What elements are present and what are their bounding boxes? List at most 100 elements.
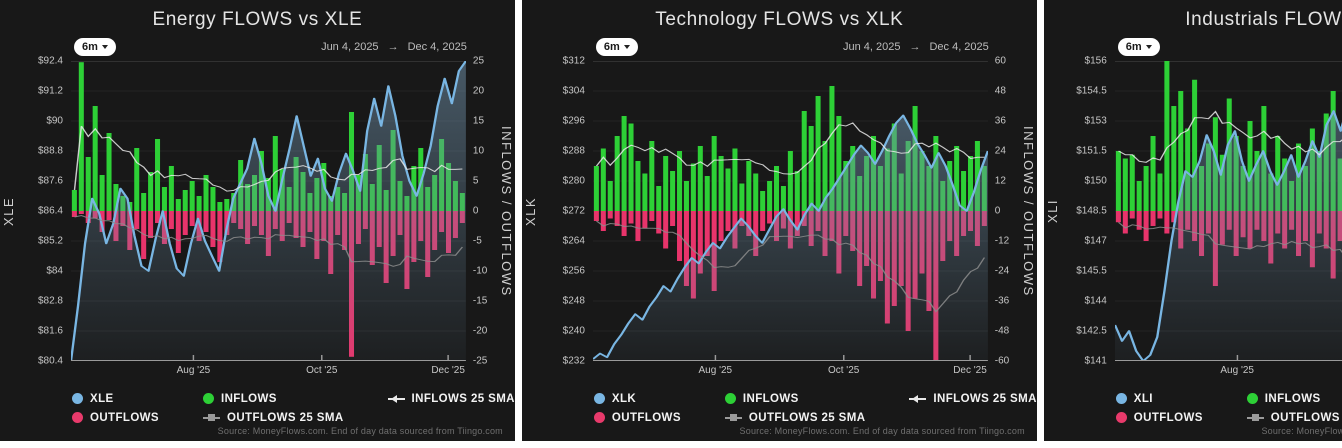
right-axis-tick-label: -10 [472, 265, 488, 277]
plot-area[interactable] [1114, 60, 1342, 361]
plot-area[interactable] [71, 60, 466, 361]
right-axis-tick-label: 12 [994, 175, 1006, 187]
x-axis-tick-label: Dec '25 [431, 364, 465, 376]
right-axis-tick-label: 60 [994, 55, 1006, 67]
range-selector-button[interactable]: 6m [74, 38, 116, 57]
left-axis-tick-label: $153 [1084, 115, 1107, 127]
right-axis-tick-label: -15 [472, 295, 488, 307]
legend-dot-icon [1115, 393, 1127, 404]
plot-area[interactable] [592, 60, 988, 361]
x-axis-tick-label: Oct '25 [306, 364, 338, 376]
right-axis-tick-label: 25 [472, 55, 485, 67]
left-axis-tick-label: $82.8 [37, 295, 63, 307]
arrow-right-icon: → [909, 41, 921, 54]
chart-panel-technology-xlk: Technology FLOWS vs XLK 6m Jun 4, 2025 →… [521, 0, 1037, 441]
legend-dot-icon [593, 412, 605, 423]
legend-label: OUTFLOWS 25 SMA [748, 411, 866, 424]
legend-item-inflows[interactable]: INFLOWS [724, 390, 866, 407]
chart-controls: 6m Jun 4, 2025 → Dec 4, 2025 [595, 38, 989, 57]
legend-item-inflows[interactable]: INFLOWS [1246, 390, 1342, 407]
legend-label: XLI [1133, 392, 1153, 405]
x-axis-tick-labels: Aug '25 Oct '25 Dec '25 [593, 361, 988, 378]
date-end: Dec 4, 2025 [929, 41, 989, 54]
legend-item-xlk[interactable]: XLK [593, 390, 681, 407]
legend-item-inflows-25-sma[interactable]: INFLOWS 25 SMA [909, 390, 1036, 407]
chevron-down-icon [101, 45, 108, 50]
chevron-down-icon [623, 45, 630, 50]
right-axis-tick-label: -25 [472, 355, 488, 367]
right-axis-title: INFLOWS / OUTFLOWS [498, 125, 514, 297]
legend-item-xli[interactable]: XLI [1115, 390, 1203, 407]
legend-dot-icon [72, 412, 83, 423]
legend-label: XLE [90, 392, 114, 405]
right-axis-tick-label: 48 [994, 85, 1006, 97]
right-axis-tick-label: 36 [994, 115, 1006, 127]
left-axis-tick-label: $90 [46, 115, 63, 127]
date-start: Jun 4, 2025 [321, 41, 379, 54]
x-axis-tick-labels: Aug '25 Oct '25 Dec '25 [71, 361, 466, 378]
left-axis-tick-label: $88.8 [37, 145, 63, 157]
right-axis-tick-labels: 25 20 15 10 5 0 -5 -10 -15 -20 -25 [466, 55, 498, 366]
legend-label: INFLOWS 25 SMA [933, 392, 1037, 405]
legend-item-outflows[interactable]: OUTFLOWS [593, 409, 681, 426]
chart-controls: 6m Jun 4, 2025 → Dec 4, 2025 [74, 38, 467, 57]
date-range: Jun 4, 2025 → Dec 4, 2025 [321, 41, 467, 53]
right-axis-tick-label: -5 [472, 235, 482, 247]
range-selector-button[interactable]: 6m [595, 38, 638, 57]
legend-item-outflows[interactable]: OUTFLOWS [1115, 409, 1203, 426]
right-axis-tick-label: 15 [472, 115, 485, 127]
chart-panel-industrials-xli: Industrials FLOWS vs XLI 6m Jun 4, 2025 … [1043, 0, 1342, 441]
source-attribution: Source: MoneyFlows.com. End of day data … [217, 426, 503, 436]
left-axis-tick-label: $288 [562, 145, 585, 157]
left-axis-tick-label: $81.6 [37, 325, 63, 337]
left-axis-tick-label: $91.2 [37, 85, 63, 97]
left-axis-tick-label: $92.4 [37, 55, 63, 67]
left-axis-tick-label: $156 [1084, 55, 1107, 67]
left-axis-tick-label: $85.2 [37, 235, 63, 247]
legend-square-line-icon [724, 414, 742, 421]
chart-body: XLI $156 $154.5 $153 $151.5 $150 $148.5 $147 $1… [1044, 55, 1342, 366]
left-axis-tick-label: $145.5 [1076, 265, 1107, 277]
chart-body: XLE $92.4 $91.2 $90 $88.8 $87.6 $86.4 $85.2 $84… [0, 55, 515, 366]
legend-item-outflows-25-sma[interactable]: OUTFLOWS 25 SMA [724, 409, 866, 426]
legend-arrow-line-icon [387, 394, 405, 403]
legend-item-outflows[interactable]: OUTFLOWS [72, 409, 159, 426]
arrow-right-icon: → [387, 41, 399, 54]
legend-item-inflows[interactable]: INFLOWS [203, 390, 344, 407]
x-axis-tick-label: Aug '25 [698, 364, 733, 376]
left-axis-tick-label: $148.5 [1076, 205, 1107, 217]
legend-square-line-icon [1246, 414, 1264, 421]
x-axis-tick-label: Aug '25 [176, 364, 211, 376]
right-axis-tick-label: -48 [994, 325, 1010, 337]
right-axis-tick-label: 10 [472, 145, 485, 157]
right-axis-tick-label: -12 [994, 235, 1010, 247]
left-axis-title: XLI [1044, 198, 1060, 223]
chart-controls: 6m Jun 4, 2025 → Dec 4, 2025 [1117, 38, 1342, 57]
legend-label: INFLOWS 25 SMA [411, 392, 515, 405]
left-axis-tick-label: $312 [562, 55, 585, 67]
left-axis-tick-label: $304 [562, 85, 585, 97]
range-label: 6m [603, 41, 620, 54]
legend-dot-icon [72, 393, 83, 404]
legend-item-inflows-25-sma[interactable]: INFLOWS 25 SMA [387, 390, 515, 407]
left-axis-tick-label: $144 [1084, 295, 1107, 307]
x-axis-tick-label: Oct '25 [827, 364, 860, 376]
right-axis-tick-label: -60 [994, 355, 1010, 367]
chart-canvas [1114, 60, 1342, 361]
legend-dot-icon [1115, 412, 1127, 423]
legend-item-outflows-25-sma[interactable]: OUTFLOWS 25 SMA [1246, 409, 1342, 426]
left-axis-tick-label: $147 [1084, 235, 1107, 247]
date-start: Jun 4, 2025 [842, 41, 901, 54]
legend-dot-icon [593, 393, 605, 404]
legend-label: OUTFLOWS 25 SMA [1270, 411, 1342, 424]
legend-item-xle[interactable]: XLE [72, 390, 159, 407]
range-selector-button[interactable]: 6m [1117, 38, 1160, 57]
legend-item-outflows-25-sma[interactable]: OUTFLOWS 25 SMA [203, 409, 344, 426]
left-axis-tick-label: $141 [1084, 355, 1107, 367]
legend-dot-icon [724, 393, 736, 404]
page-title: Industrials FLOWS vs XLI [1185, 9, 1342, 30]
legend-label: INFLOWS [1264, 392, 1321, 405]
right-axis-tick-label: -24 [994, 265, 1010, 277]
left-axis-tick-labels: $92.4 $91.2 $90 $88.8 $87.6 $86.4 $85.2 $84 $82.… [17, 55, 71, 366]
right-axis-tick-label: -36 [994, 295, 1010, 307]
